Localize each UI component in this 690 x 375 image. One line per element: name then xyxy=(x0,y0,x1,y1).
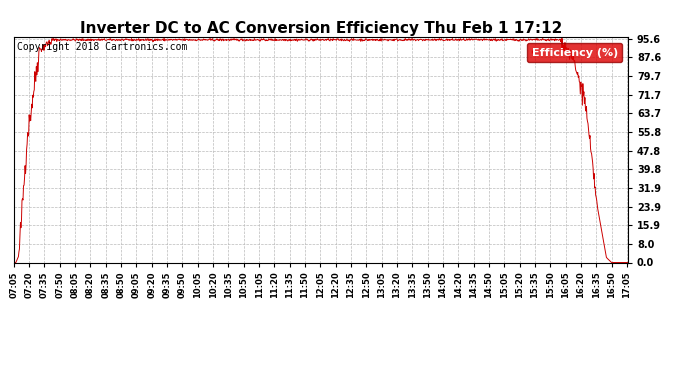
Text: Copyright 2018 Cartronics.com: Copyright 2018 Cartronics.com xyxy=(17,42,187,52)
Title: Inverter DC to AC Conversion Efficiency Thu Feb 1 17:12: Inverter DC to AC Conversion Efficiency … xyxy=(79,21,562,36)
Legend: Efficiency (%): Efficiency (%) xyxy=(527,43,622,62)
